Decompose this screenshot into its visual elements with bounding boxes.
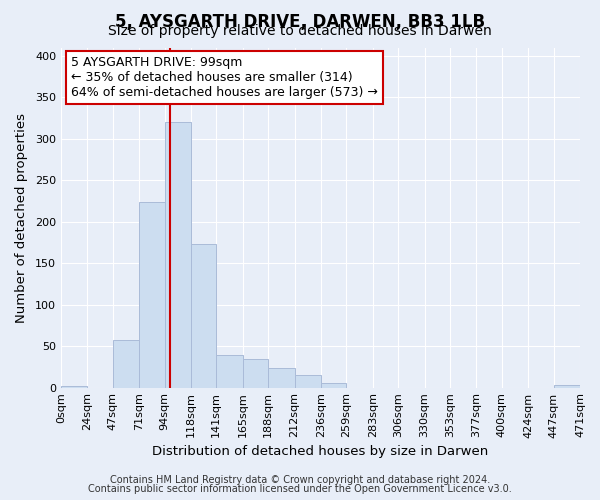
Bar bbox=[191, 244, 217, 388]
Text: Contains public sector information licensed under the Open Government Licence v3: Contains public sector information licen… bbox=[88, 484, 512, 494]
Text: Size of property relative to detached houses in Darwen: Size of property relative to detached ho… bbox=[108, 24, 492, 38]
Bar bbox=[217, 355, 243, 388]
Bar bbox=[113, 340, 139, 388]
X-axis label: Distribution of detached houses by size in Darwen: Distribution of detached houses by size … bbox=[152, 444, 488, 458]
Bar bbox=[243, 358, 268, 388]
Bar bbox=[61, 386, 88, 388]
Bar bbox=[554, 385, 580, 388]
Bar bbox=[139, 202, 164, 388]
Text: 5 AYSGARTH DRIVE: 99sqm
← 35% of detached houses are smaller (314)
64% of semi-d: 5 AYSGARTH DRIVE: 99sqm ← 35% of detache… bbox=[71, 56, 378, 99]
Text: 5, AYSGARTH DRIVE, DARWEN, BB3 1LB: 5, AYSGARTH DRIVE, DARWEN, BB3 1LB bbox=[115, 12, 485, 30]
Bar bbox=[321, 384, 346, 388]
Bar bbox=[164, 122, 191, 388]
Y-axis label: Number of detached properties: Number of detached properties bbox=[15, 112, 28, 322]
Text: Contains HM Land Registry data © Crown copyright and database right 2024.: Contains HM Land Registry data © Crown c… bbox=[110, 475, 490, 485]
Bar bbox=[268, 368, 295, 388]
Bar bbox=[295, 375, 321, 388]
